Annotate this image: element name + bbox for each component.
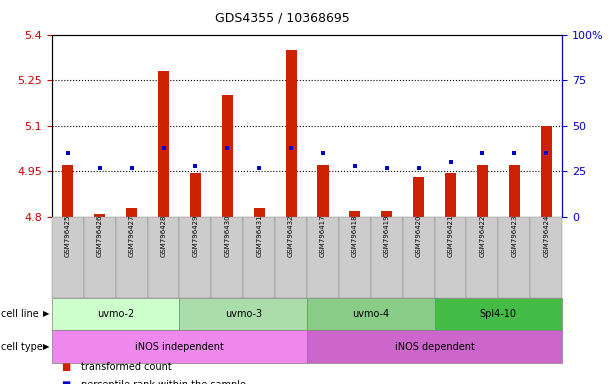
- Text: ■: ■: [61, 362, 70, 372]
- Bar: [126, 208, 137, 217]
- Text: percentile rank within the sample: percentile rank within the sample: [81, 380, 246, 384]
- Text: GSM796418: GSM796418: [352, 215, 358, 257]
- Bar: [285, 50, 297, 217]
- Text: GSM796419: GSM796419: [384, 215, 390, 257]
- Bar: [158, 71, 169, 217]
- Bar: [413, 177, 424, 217]
- Bar: [541, 126, 552, 217]
- Text: ▶: ▶: [43, 342, 49, 351]
- Bar: [62, 165, 73, 217]
- Text: iNOS dependent: iNOS dependent: [395, 341, 475, 352]
- Text: GDS4355 / 10368695: GDS4355 / 10368695: [215, 12, 350, 25]
- Text: Spl4-10: Spl4-10: [480, 309, 517, 319]
- Bar: [349, 211, 360, 217]
- Text: uvmo-2: uvmo-2: [97, 309, 134, 319]
- Bar: [94, 214, 105, 217]
- Bar: [222, 95, 233, 217]
- Text: GSM796431: GSM796431: [256, 215, 262, 257]
- Text: ■: ■: [61, 380, 70, 384]
- Text: cell type: cell type: [1, 341, 43, 352]
- Text: GSM796426: GSM796426: [97, 215, 103, 257]
- Bar: [445, 173, 456, 217]
- Text: GSM796432: GSM796432: [288, 215, 294, 257]
- Text: GSM796417: GSM796417: [320, 215, 326, 257]
- Text: iNOS independent: iNOS independent: [135, 341, 224, 352]
- Text: uvmo-3: uvmo-3: [225, 309, 262, 319]
- Bar: [317, 165, 329, 217]
- Bar: [190, 173, 201, 217]
- Text: GSM796421: GSM796421: [447, 215, 453, 257]
- Text: GSM796425: GSM796425: [65, 215, 71, 257]
- Text: GSM796429: GSM796429: [192, 215, 199, 257]
- Text: GSM796428: GSM796428: [161, 215, 167, 257]
- Bar: [381, 211, 392, 217]
- Text: uvmo-4: uvmo-4: [352, 309, 389, 319]
- Text: transformed count: transformed count: [81, 362, 172, 372]
- Text: GSM796430: GSM796430: [224, 215, 230, 257]
- Text: ▶: ▶: [43, 310, 49, 318]
- Text: GSM796420: GSM796420: [415, 215, 422, 257]
- Text: GSM796423: GSM796423: [511, 215, 518, 257]
- Text: GSM796422: GSM796422: [480, 215, 485, 257]
- Text: cell line: cell line: [1, 309, 39, 319]
- Bar: [509, 165, 520, 217]
- Bar: [254, 208, 265, 217]
- Text: GSM796427: GSM796427: [129, 215, 134, 257]
- Bar: [477, 165, 488, 217]
- Text: GSM796424: GSM796424: [543, 215, 549, 257]
